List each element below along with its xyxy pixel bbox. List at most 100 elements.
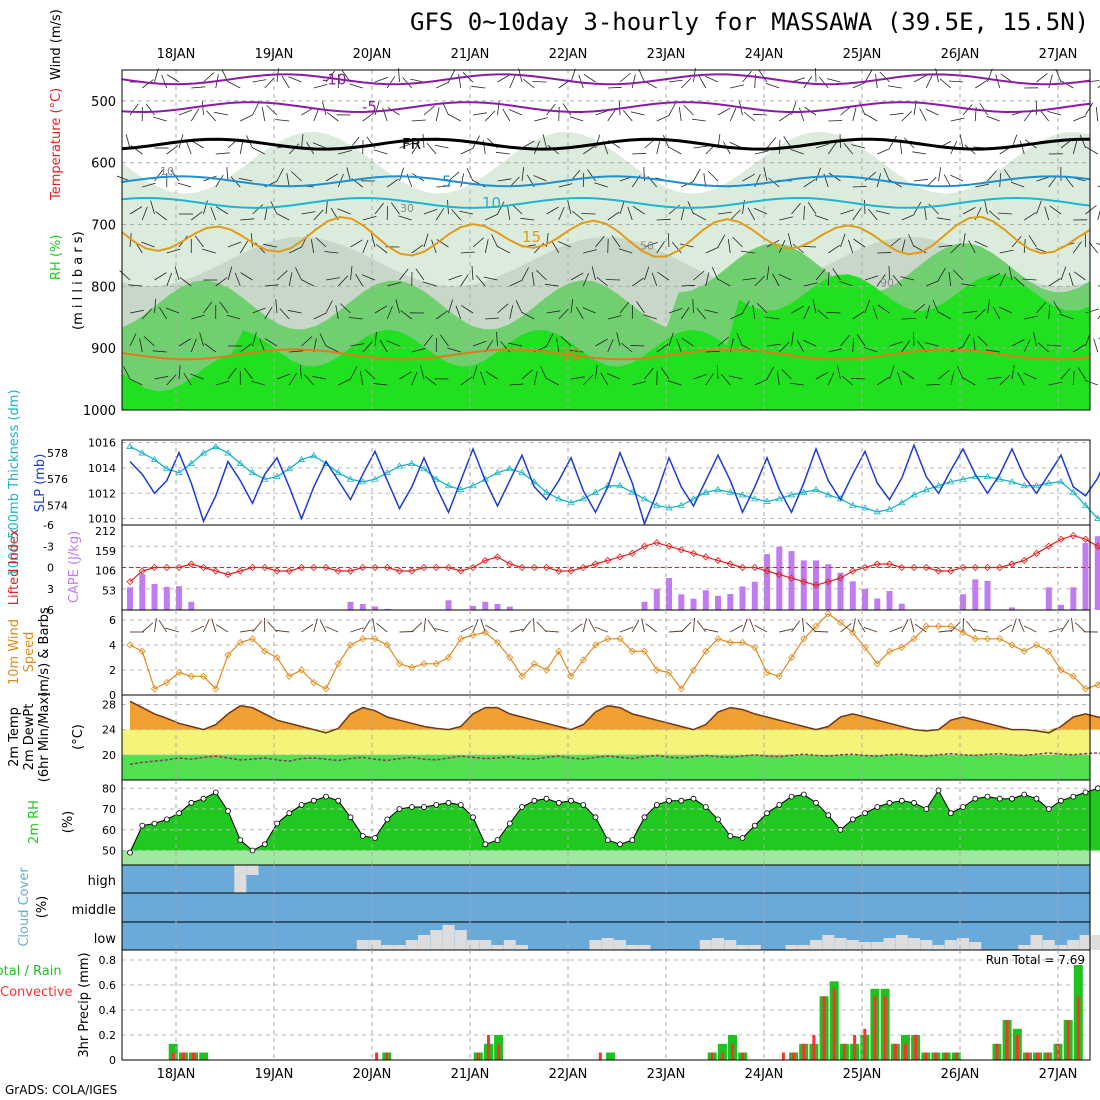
li-point — [506, 560, 514, 568]
li-point — [420, 563, 428, 572]
thickness-point — [947, 478, 955, 485]
rh-point — [825, 812, 832, 819]
wind-barb — [154, 299, 157, 314]
wind-barb — [448, 299, 453, 314]
wind-barb — [781, 368, 792, 380]
wind-barb — [987, 170, 998, 182]
wind-barb — [1088, 241, 1099, 254]
wind-barb — [155, 211, 167, 221]
date-label-bottom: 20JAN — [353, 1067, 392, 1082]
wind-barb — [150, 200, 155, 215]
wind-speed-point — [996, 635, 1004, 643]
thickness-point — [1032, 481, 1041, 489]
rh-point — [433, 802, 440, 808]
wind-barb — [1053, 301, 1062, 314]
cloud-low-bar — [846, 940, 859, 950]
date-label-bottom: 25JAN — [843, 1067, 882, 1082]
wind-barb-10m — [165, 627, 180, 633]
wind-barb — [567, 200, 572, 215]
li-ytick: -6 — [43, 519, 54, 532]
wind-barb — [707, 170, 719, 182]
rh-point — [127, 849, 133, 856]
run-total: Run Total = 7.69 — [986, 953, 1085, 967]
wind-barb — [338, 150, 352, 155]
li-point — [640, 542, 649, 550]
wind-barb — [656, 218, 671, 221]
wind-barb — [730, 312, 744, 320]
wind-barb — [190, 373, 204, 380]
wind-barb — [766, 343, 781, 347]
wind-speed-point — [702, 647, 710, 655]
wind-barb-10m — [211, 618, 217, 633]
li-point — [591, 560, 600, 568]
cloud-low-bar — [1030, 935, 1043, 950]
wind-barb — [950, 174, 964, 182]
wind-barb — [913, 75, 927, 83]
wind-barb-10m — [693, 617, 695, 633]
wind-barb — [239, 140, 244, 155]
li-point — [849, 567, 857, 575]
wind-barb — [843, 142, 854, 155]
wind-barb — [681, 337, 694, 347]
wind-barb — [667, 232, 670, 248]
wind-barb — [1028, 235, 1037, 248]
wind-barb — [852, 107, 857, 122]
wind-barb — [439, 334, 449, 347]
wind-barb — [1039, 109, 1050, 122]
thickness-point — [640, 495, 649, 502]
thickness-point — [959, 475, 967, 482]
precip-conv-bar — [497, 1043, 501, 1061]
wind-speed-point — [714, 635, 722, 643]
wind-speed-point — [126, 641, 134, 649]
wind-barb — [362, 341, 373, 353]
upper-ytick: 500 — [91, 95, 116, 110]
rh-point — [886, 799, 893, 806]
wind-barb — [607, 338, 614, 353]
wind-barb — [509, 279, 523, 287]
date-label-top: 21JAN — [451, 47, 490, 62]
wind-speed-point — [1094, 681, 1100, 689]
wind-barb-10m — [460, 625, 474, 633]
wind-barb — [374, 76, 389, 83]
wind-barb-10m — [594, 626, 608, 633]
precip-conv-bar — [944, 1052, 948, 1060]
li-point — [873, 560, 881, 568]
wind-barb — [606, 373, 621, 380]
li-point — [359, 563, 367, 572]
rh-point — [494, 837, 501, 843]
wind-barb — [533, 242, 545, 254]
precip-total-bar — [606, 1052, 615, 1060]
wind-barb — [779, 112, 792, 122]
slp-line — [129, 442, 1100, 526]
wind-barb — [178, 365, 181, 380]
wind-barb — [325, 200, 328, 215]
wind-barb — [191, 211, 203, 221]
thickness-point — [395, 462, 404, 469]
cloud-low-bar — [1018, 945, 1031, 950]
wind-barb — [301, 134, 304, 149]
rh-point — [947, 810, 954, 817]
wind-speed-point — [199, 672, 208, 680]
wind-barb — [705, 246, 719, 254]
thickness-point — [824, 491, 832, 498]
cape-bar — [972, 579, 979, 610]
thickness-point — [567, 498, 575, 506]
wind-barb — [534, 117, 548, 122]
thickness-point — [334, 468, 342, 476]
thickness-point — [653, 501, 661, 508]
wind-barb-10m — [1074, 622, 1086, 633]
wind-barb — [742, 173, 755, 182]
wind-barb — [618, 248, 633, 254]
wind-barb — [656, 114, 670, 122]
wind-barb — [379, 339, 388, 353]
wind-speed-point — [224, 651, 232, 659]
wind-barb — [1048, 304, 1051, 320]
rh-point — [335, 797, 342, 804]
wind-barb — [698, 75, 707, 89]
rh-point — [690, 795, 697, 802]
wind-barb — [497, 246, 510, 254]
wind-barb — [852, 186, 867, 188]
wind-barb — [729, 209, 741, 221]
wind-barb — [214, 111, 229, 116]
wind-barb — [717, 336, 729, 347]
